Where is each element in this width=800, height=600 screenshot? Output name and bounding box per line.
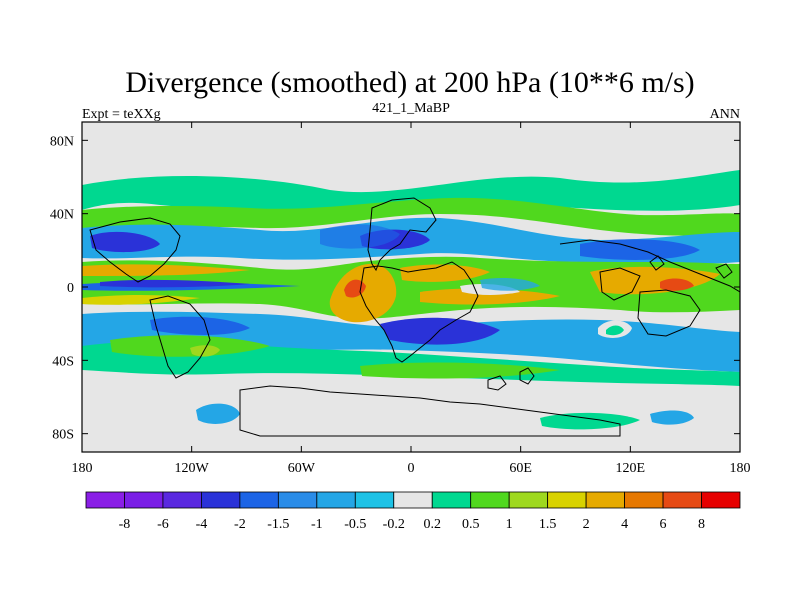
y-tick-label: 0 [67, 281, 74, 296]
x-axis: 180 120W 60W 0 60E 120E 180 [72, 122, 751, 476]
chart-title: Divergence (smoothed) at 200 hPa (10**6 … [125, 66, 694, 99]
colorbar-swatch [547, 491, 587, 509]
colorbar-label: -4 [196, 517, 208, 532]
colorbar-label: -1 [311, 517, 323, 532]
colorbar-label: -8 [119, 517, 131, 532]
x-tick-label: 60W [288, 461, 316, 476]
colorbar-swatch [624, 491, 664, 509]
colorbar-label: 0.2 [423, 517, 441, 532]
colorbar-label: 1.5 [539, 517, 557, 532]
colorbar-label: 4 [621, 517, 628, 532]
continent-outlines [89, 197, 740, 437]
y-tick-label: 80S [52, 428, 74, 443]
colorbar-label: -0.5 [344, 517, 366, 532]
colorbar-label: 0.5 [462, 517, 480, 532]
colorbar-swatch [393, 491, 433, 509]
colorbar-swatch [316, 491, 356, 509]
contour-field [82, 170, 740, 430]
colorbar-label: 6 [660, 517, 667, 532]
colorbar-label: -6 [157, 517, 169, 532]
subtitle-right: ANN [710, 107, 740, 122]
y-tick-label: 40S [52, 354, 74, 369]
subtitle-left: Expt = teXXg [82, 107, 161, 122]
y-tick-label: 40N [50, 208, 74, 223]
colorbar-label: -0.2 [383, 517, 405, 532]
colorbar-swatch [354, 491, 395, 509]
colorbar-swatch [85, 491, 125, 509]
colorbar-label: 1 [506, 517, 513, 532]
x-tick-label: 60E [509, 461, 532, 476]
colorbar-label: -1.5 [267, 517, 289, 532]
colorbar-label: 8 [698, 517, 705, 532]
x-tick-label: 120E [616, 461, 646, 476]
y-axis: 80N 40N 0 40S 80S [50, 134, 740, 443]
y-tick-label: 80N [50, 134, 74, 149]
colorbar-label: 2 [583, 517, 590, 532]
x-tick-label: 180 [72, 461, 93, 476]
colorbar-swatch [701, 491, 741, 509]
colorbar-swatch [508, 491, 549, 509]
plot-area [81, 121, 741, 453]
colorbar-swatch [470, 491, 510, 509]
colorbar-swatch [201, 491, 241, 509]
colorbar-swatch [662, 491, 702, 509]
colorbar-swatch [162, 491, 202, 509]
colorbar-swatch [431, 491, 472, 509]
colorbar-swatch [124, 491, 164, 509]
x-tick-label: 120W [175, 461, 210, 476]
colorbar: -8 -6 -4 -2 -1.5 -1 -0.5 -0.2 0.2 0.5 1 1.5 2 4 6 8 [85, 491, 741, 532]
colorbar-swatch [277, 491, 318, 509]
x-tick-label: 0 [408, 461, 415, 476]
x-tick-label: 180 [730, 461, 751, 476]
colorbar-swatch [239, 491, 279, 509]
colorbar-label: -2 [234, 517, 246, 532]
colorbar-swatch [585, 491, 625, 509]
subtitle-center: 421_1_MaBP [372, 101, 450, 116]
